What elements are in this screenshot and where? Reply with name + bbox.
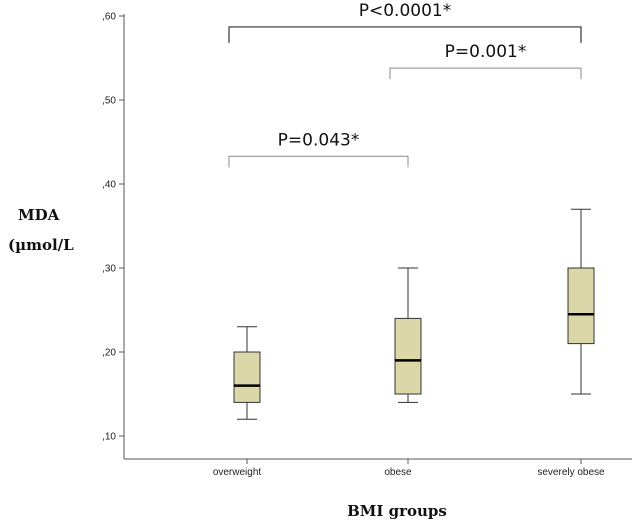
significance-bracket: P<0.0001* xyxy=(228,1,582,43)
y-axis-label-line1: MDA xyxy=(18,206,60,224)
x-tick-label: obese xyxy=(384,467,412,478)
y-tick-label: ,40 xyxy=(102,180,116,191)
box-obese xyxy=(394,267,422,403)
p-value-label: P<0.0001* xyxy=(359,1,451,21)
box-severely-obese xyxy=(567,208,595,395)
y-tick-label: ,60 xyxy=(102,12,116,23)
x-tick-label: overweight xyxy=(213,467,262,478)
significance-bracket: P=0.001* xyxy=(389,42,582,80)
y-tick-label: ,30 xyxy=(102,264,116,275)
box-overweight xyxy=(233,326,261,420)
p-value-label: P=0.001* xyxy=(445,42,527,62)
iqr-box xyxy=(394,317,422,395)
bracket-line xyxy=(228,155,409,168)
bracket-line xyxy=(228,26,582,43)
y-axis-label-line2: (µmol/L xyxy=(8,236,74,254)
x-axis-label: BMI groups xyxy=(347,502,447,520)
iqr-box xyxy=(233,351,261,403)
significance-bracket: P=0.043* xyxy=(228,130,409,168)
x-tick-label: severely obese xyxy=(537,467,605,478)
y-tick-label: ,20 xyxy=(102,348,116,359)
p-value-label: P=0.043* xyxy=(278,130,360,150)
bracket-line xyxy=(389,67,582,80)
y-tick-label: ,10 xyxy=(102,432,116,443)
iqr-box xyxy=(567,267,595,345)
y-tick-label: ,50 xyxy=(102,96,116,107)
